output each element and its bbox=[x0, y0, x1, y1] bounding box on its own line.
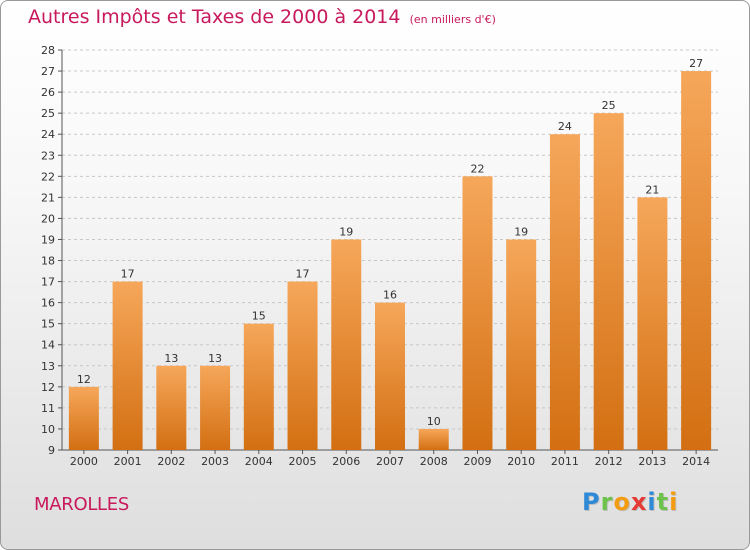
y-tick-label: 13 bbox=[41, 360, 55, 373]
y-tick-label: 9 bbox=[48, 444, 55, 457]
x-tick-label: 2000 bbox=[70, 455, 98, 468]
proxiti-logo: Proxiti bbox=[582, 488, 678, 516]
y-tick-label: 25 bbox=[41, 107, 55, 120]
chart-title: Autres Impôts et Taxes de 2000 à 2014 bbox=[28, 6, 401, 28]
y-tick-label: 19 bbox=[41, 233, 55, 246]
bar bbox=[681, 71, 712, 450]
x-tick-label: 2003 bbox=[201, 455, 229, 468]
y-tick-label: 28 bbox=[41, 44, 55, 57]
bar bbox=[549, 134, 580, 451]
bar-value-label: 19 bbox=[339, 225, 353, 238]
y-tick-label: 22 bbox=[41, 170, 55, 183]
logo-letter: t bbox=[656, 488, 670, 516]
y-tick-label: 12 bbox=[41, 381, 55, 394]
bar bbox=[287, 281, 318, 450]
bar bbox=[112, 281, 143, 450]
y-tick-label: 11 bbox=[41, 402, 55, 415]
bar-value-label: 17 bbox=[296, 268, 310, 281]
y-tick-label: 27 bbox=[41, 65, 55, 78]
x-tick-label: 2005 bbox=[289, 455, 317, 468]
bar bbox=[375, 302, 405, 450]
x-tick-label: 2008 bbox=[420, 455, 448, 468]
x-tick-label: 2014 bbox=[682, 455, 710, 468]
bar bbox=[156, 365, 187, 450]
bar bbox=[506, 239, 537, 450]
chart-title-block: Autres Impôts et Taxes de 2000 à 2014 (e… bbox=[28, 6, 496, 28]
bar-value-label: 16 bbox=[383, 289, 397, 302]
bar-value-label: 12 bbox=[77, 373, 91, 386]
y-tick-label: 18 bbox=[41, 255, 55, 268]
bar bbox=[418, 428, 449, 450]
x-tick-label: 2006 bbox=[332, 455, 360, 468]
logo-letter: x bbox=[630, 488, 648, 516]
bar-value-label: 15 bbox=[252, 310, 266, 323]
y-tick-label: 14 bbox=[41, 339, 55, 352]
y-tick-label: 10 bbox=[41, 423, 55, 436]
x-tick-label: 2004 bbox=[245, 455, 273, 468]
bar bbox=[200, 365, 231, 450]
bar-value-label: 10 bbox=[427, 415, 441, 428]
x-tick-label: 2001 bbox=[114, 455, 142, 468]
bar-value-label: 19 bbox=[514, 225, 528, 238]
logo-letter: i bbox=[669, 488, 679, 516]
y-tick-label: 26 bbox=[41, 86, 55, 99]
y-tick-label: 16 bbox=[41, 297, 55, 310]
chart-unit-note: (en milliers d'€) bbox=[409, 13, 496, 26]
bar-value-label: 27 bbox=[689, 57, 703, 70]
bar-value-label: 13 bbox=[164, 352, 178, 365]
logo-letter: i bbox=[647, 488, 657, 516]
bar bbox=[593, 113, 624, 450]
logo-letter: r bbox=[600, 488, 614, 516]
y-tick-label: 15 bbox=[41, 318, 55, 331]
y-tick-label: 24 bbox=[41, 128, 55, 141]
bar bbox=[637, 197, 668, 450]
logo-letter: o bbox=[613, 488, 631, 516]
y-tick-label: 21 bbox=[41, 191, 55, 204]
bar bbox=[331, 239, 362, 450]
logo-letter: P bbox=[582, 488, 601, 516]
x-tick-label: 2010 bbox=[507, 455, 535, 468]
y-tick-label: 23 bbox=[41, 149, 55, 162]
bar-value-label: 24 bbox=[558, 120, 572, 133]
bar-value-label: 25 bbox=[602, 99, 616, 112]
x-tick-label: 2013 bbox=[638, 455, 666, 468]
y-tick-label: 17 bbox=[41, 276, 55, 289]
x-tick-label: 2009 bbox=[463, 455, 491, 468]
bar-value-label: 22 bbox=[470, 162, 484, 175]
x-tick-label: 2007 bbox=[376, 455, 404, 468]
bar bbox=[462, 176, 493, 450]
bar-value-label: 13 bbox=[208, 352, 222, 365]
x-tick-label: 2002 bbox=[157, 455, 185, 468]
location-label: MAROLLES bbox=[34, 494, 129, 515]
bar bbox=[243, 323, 274, 450]
bar-value-label: 17 bbox=[121, 268, 135, 281]
bar bbox=[68, 386, 99, 450]
x-tick-label: 2012 bbox=[595, 455, 623, 468]
y-tick-label: 20 bbox=[41, 212, 55, 225]
bar-value-label: 21 bbox=[645, 183, 659, 196]
x-tick-label: 2011 bbox=[551, 455, 579, 468]
